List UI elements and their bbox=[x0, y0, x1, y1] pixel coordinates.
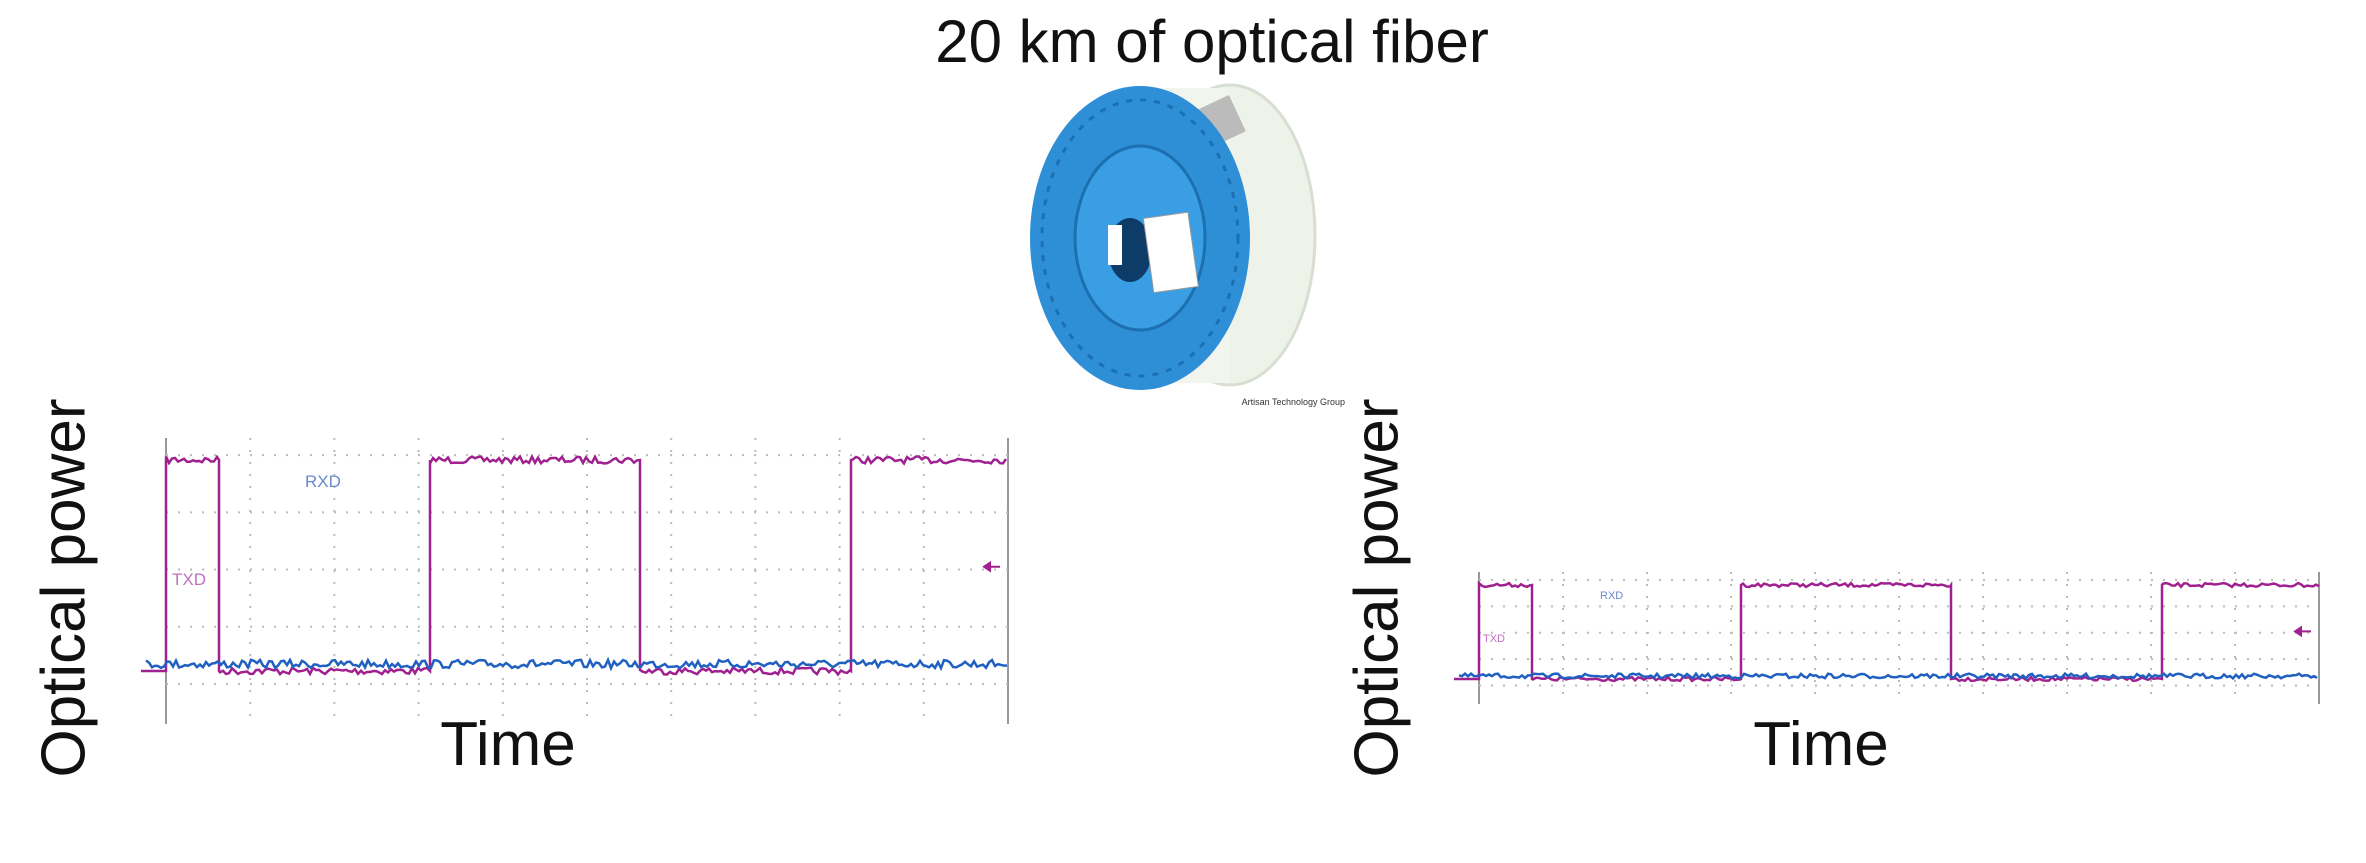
rxd-trace bbox=[145, 656, 1008, 672]
trace-label: TXD bbox=[1483, 633, 1505, 645]
scope-trace: RXD TXD Optical power Time bbox=[1342, 398, 2320, 779]
rxd-trace bbox=[1458, 671, 2318, 681]
scope-trace: RXD TXD Optical power Time bbox=[29, 398, 1009, 779]
fiber-spool-photo: Artisan Technology Group bbox=[1006, 75, 1348, 410]
txd-trace bbox=[141, 453, 1008, 677]
txd-trace bbox=[1454, 580, 2320, 683]
x-axis-label: Time bbox=[1753, 710, 1888, 779]
slide-title: 20 km of optical fiber bbox=[935, 8, 1489, 75]
photo-credit: Artisan Technology Group bbox=[1242, 397, 1345, 407]
trace-label: RXD bbox=[1600, 590, 1623, 602]
trace-label: RXD bbox=[305, 472, 341, 491]
x-axis-label: Time bbox=[440, 710, 575, 779]
y-axis-label: Optical power bbox=[1342, 398, 1411, 777]
trigger-marker bbox=[982, 560, 1000, 573]
trigger-marker bbox=[2293, 625, 2311, 638]
y-axis-label: Optical power bbox=[29, 398, 98, 777]
trace-label: TXD bbox=[172, 570, 206, 589]
